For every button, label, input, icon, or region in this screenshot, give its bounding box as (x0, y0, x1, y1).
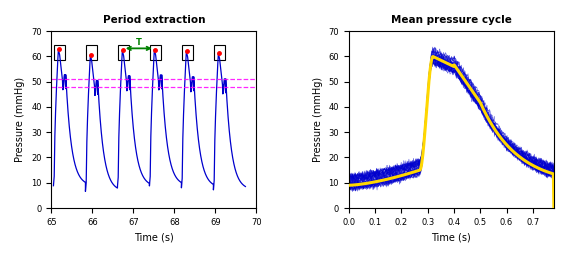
Bar (182, 45, 193, 60)
Bar (150, 45, 161, 60)
Title: Mean pressure cycle: Mean pressure cycle (391, 15, 512, 25)
Y-axis label: Pressure (mmHg): Pressure (mmHg) (313, 77, 323, 162)
Bar (118, 45, 129, 60)
Bar (54, 45, 65, 60)
X-axis label: Time (s): Time (s) (432, 232, 471, 242)
Bar (214, 45, 225, 60)
Title: Period extraction: Period extraction (103, 15, 205, 25)
X-axis label: Time (s): Time (s) (134, 232, 174, 242)
Text: T: T (136, 38, 142, 47)
Y-axis label: Pressure (mmHg): Pressure (mmHg) (15, 77, 26, 162)
Bar (86, 45, 97, 60)
